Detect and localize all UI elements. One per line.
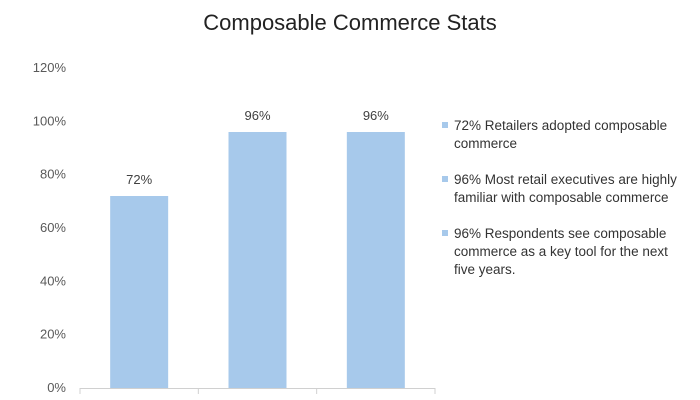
legend-item: 96% Respondents see composable commerce …	[442, 225, 692, 279]
data-label: 96%	[363, 108, 389, 123]
legend-swatch	[442, 122, 448, 128]
y-tick-label: 60%	[40, 220, 66, 235]
y-axis-ticks: 0% 20% 40% 60% 80% 100% 120%	[33, 60, 67, 395]
y-tick-label: 0%	[47, 380, 66, 395]
legend: 72% Retailers adopted composable commerc…	[442, 117, 692, 297]
legend-label: 72% Retailers adopted composable commerc…	[454, 118, 668, 151]
y-tick-label: 80%	[40, 167, 66, 182]
y-tick-label: 100%	[33, 113, 67, 128]
data-label: 72%	[126, 172, 152, 187]
bar	[110, 196, 169, 388]
bar	[346, 132, 405, 388]
chart-title: Composable Commerce Stats	[203, 10, 497, 35]
legend-swatch	[442, 230, 448, 236]
data-labels: 72% 96% 96%	[126, 108, 389, 187]
bars	[110, 132, 405, 388]
y-tick-label: 40%	[40, 273, 66, 288]
legend-label: 96% Most retail executives are highly fa…	[454, 172, 677, 205]
data-label: 96%	[244, 108, 270, 123]
legend-item: 96% Most retail executives are highly fa…	[442, 171, 692, 207]
bar	[228, 132, 287, 388]
y-tick-label: 20%	[40, 327, 66, 342]
legend-swatch	[442, 176, 448, 182]
legend-item: 72% Retailers adopted composable commerc…	[442, 117, 692, 153]
y-tick-label: 120%	[33, 60, 67, 75]
legend-label: 96% Respondents see composable commerce …	[454, 226, 668, 277]
x-axis-separators	[79, 388, 436, 394]
